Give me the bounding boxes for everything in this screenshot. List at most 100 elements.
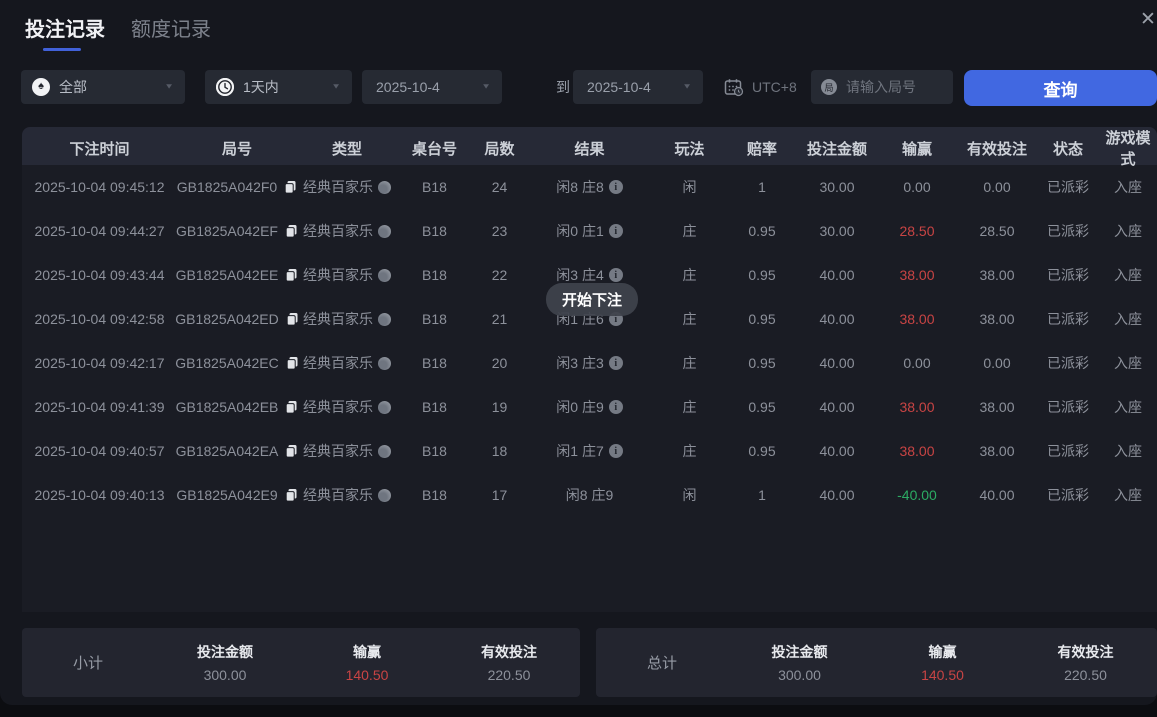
info-icon[interactable]: i <box>608 400 623 414</box>
result-cell: 闲8 庄8 i <box>527 177 652 197</box>
chevron-down-icon: ▼ <box>164 82 174 91</box>
play-cell: 庄 <box>682 311 697 327</box>
table-row: 2025-10-04 09:42:17 GB1825A042EC 经典百家乐 B… <box>22 341 1157 385</box>
chevron-down-icon: ▼ <box>331 82 341 91</box>
round-id-cell: GB1825A042EE <box>176 267 298 283</box>
bet-amount-cell: 40.00 <box>819 399 855 415</box>
replay-icon[interactable] <box>378 224 391 238</box>
info-icon[interactable]: i <box>608 268 623 282</box>
win-loss-cell: 38.00 <box>899 399 935 415</box>
calendar-clock-icon[interactable] <box>724 78 744 97</box>
odds-cell: 1 <box>758 179 766 195</box>
bet-amount-cell: 40.00 <box>819 355 855 371</box>
bet-time-cell: 2025-10-04 09:41:39 <box>34 399 165 415</box>
date-to-value: 2025-10-4 <box>587 79 651 95</box>
column-header-7: 赔率 <box>746 140 777 158</box>
total-label: 总计 <box>646 655 677 672</box>
game-type-cell: 经典百家乐 <box>297 397 397 417</box>
close-icon[interactable]: ✕ <box>1140 9 1156 30</box>
play-cell: 庄 <box>682 443 697 459</box>
win-loss-cell: 0.00 <box>903 179 931 195</box>
win-loss-cell: 28.50 <box>899 223 935 239</box>
replay-icon[interactable] <box>378 400 391 414</box>
chevron-down-icon: ▼ <box>682 82 692 91</box>
win-loss-cell: 38.00 <box>899 267 935 283</box>
replay-icon[interactable] <box>378 268 391 282</box>
search-button[interactable]: 查询 <box>964 70 1157 106</box>
round-id-cell: GB1825A042EB <box>176 399 298 415</box>
play-cell: 庄 <box>682 355 697 371</box>
spade-icon: ♠ <box>32 78 50 96</box>
copy-icon[interactable] <box>285 224 298 238</box>
bet-amount-cell: 40.00 <box>819 443 855 459</box>
copy-icon[interactable] <box>285 400 298 414</box>
column-header-3: 桌台号 <box>411 140 457 158</box>
column-header-9: 输赢 <box>901 140 932 158</box>
column-header-10: 有效投注 <box>966 140 1027 158</box>
odds-cell: 0.95 <box>748 443 776 459</box>
copy-icon[interactable] <box>284 180 297 194</box>
mode-cell: 入座 <box>1114 179 1142 195</box>
copy-icon[interactable] <box>285 444 298 458</box>
round-id-cell: GB1825A042E9 <box>176 487 298 503</box>
replay-icon[interactable] <box>378 356 391 370</box>
copy-icon[interactable] <box>286 356 299 370</box>
bet-amount-cell: 40.00 <box>819 487 855 503</box>
status-cell: 已派彩 <box>1047 399 1089 415</box>
play-cell: 闲 <box>682 487 697 503</box>
column-header-2: 类型 <box>331 140 362 158</box>
result-cell: 闲0 庄1 i <box>527 221 652 241</box>
info-icon[interactable]: i <box>608 444 623 458</box>
game-type-cell: 经典百家乐 <box>297 309 397 329</box>
valid-bet-cell: 40.00 <box>979 487 1015 503</box>
round-count-cell: 20 <box>491 355 508 371</box>
play-cell: 庄 <box>682 223 697 239</box>
replay-icon[interactable] <box>378 444 391 458</box>
time-range-dropdown[interactable]: 1天内 ▼ <box>205 70 352 104</box>
copy-icon[interactable] <box>285 268 298 282</box>
play-cell: 庄 <box>682 399 697 415</box>
game-type-dropdown[interactable]: ♠ 全部 ▼ <box>21 70 185 104</box>
info-icon[interactable]: i <box>608 356 623 370</box>
tab-betting-records[interactable]: 投注记录 <box>25 13 105 51</box>
tab-quota-records[interactable]: 额度记录 <box>131 13 211 51</box>
play-cell: 庄 <box>682 267 697 283</box>
valid-bet-cell: 0.00 <box>983 355 1011 371</box>
play-cell: 闲 <box>682 179 697 195</box>
valid-bet-cell: 38.00 <box>979 443 1015 459</box>
info-icon[interactable]: i <box>608 180 623 194</box>
column-header-12: 游戏模式 <box>1105 130 1151 168</box>
mode-cell: 入座 <box>1114 487 1142 503</box>
subtotal-valid-bet: 有效投注 220.50 <box>481 644 537 683</box>
active-tab-underline <box>42 48 81 51</box>
status-cell: 已派彩 <box>1047 223 1089 239</box>
replay-icon[interactable] <box>378 180 391 194</box>
info-icon[interactable]: i <box>608 224 623 238</box>
copy-icon[interactable] <box>285 488 298 502</box>
tab-bar: 投注记录 额度记录 <box>25 13 211 51</box>
bet-amount-cell: 40.00 <box>819 311 855 327</box>
column-header-8: 投注金额 <box>806 140 867 158</box>
replay-icon[interactable] <box>378 312 391 326</box>
round-number-input[interactable] <box>844 78 948 96</box>
bet-time-cell: 2025-10-04 09:40:13 <box>34 487 165 503</box>
round-icon: 局 <box>821 79 837 95</box>
replay-icon[interactable] <box>378 488 391 502</box>
table-row: 2025-10-04 09:42:58 GB1825A042ED 经典百家乐 B… <box>22 297 1157 341</box>
copy-icon[interactable] <box>286 312 299 326</box>
win-loss-cell: -40.00 <box>897 487 937 503</box>
status-cell: 已派彩 <box>1047 179 1089 195</box>
bet-time-cell: 2025-10-04 09:40:57 <box>34 443 165 459</box>
table-body: 2025-10-04 09:45:12 GB1825A042F0 经典百家乐 B… <box>22 165 1157 517</box>
date-to-dropdown[interactable]: 2025-10-4 ▼ <box>573 70 703 104</box>
start-betting-toast: 开始下注 <box>546 283 639 316</box>
date-from-dropdown[interactable]: 2025-10-4 ▼ <box>362 70 502 104</box>
round-id-cell: GB1825A042EA <box>176 443 298 459</box>
round-count-cell: 24 <box>491 179 508 195</box>
game-type-cell: 经典百家乐 <box>297 221 397 241</box>
time-range-value: 1天内 <box>243 79 279 95</box>
tab-label: 额度记录 <box>131 19 211 41</box>
result-cell: 闲1 庄7 i <box>527 441 652 461</box>
table-header-row: 下注时间 局号 类型 桌台号 局数 结果 玩法 赔率 投注金额 输赢 有效投注 状态 游戏模式 <box>22 127 1157 168</box>
table-no-cell: B18 <box>422 311 447 327</box>
